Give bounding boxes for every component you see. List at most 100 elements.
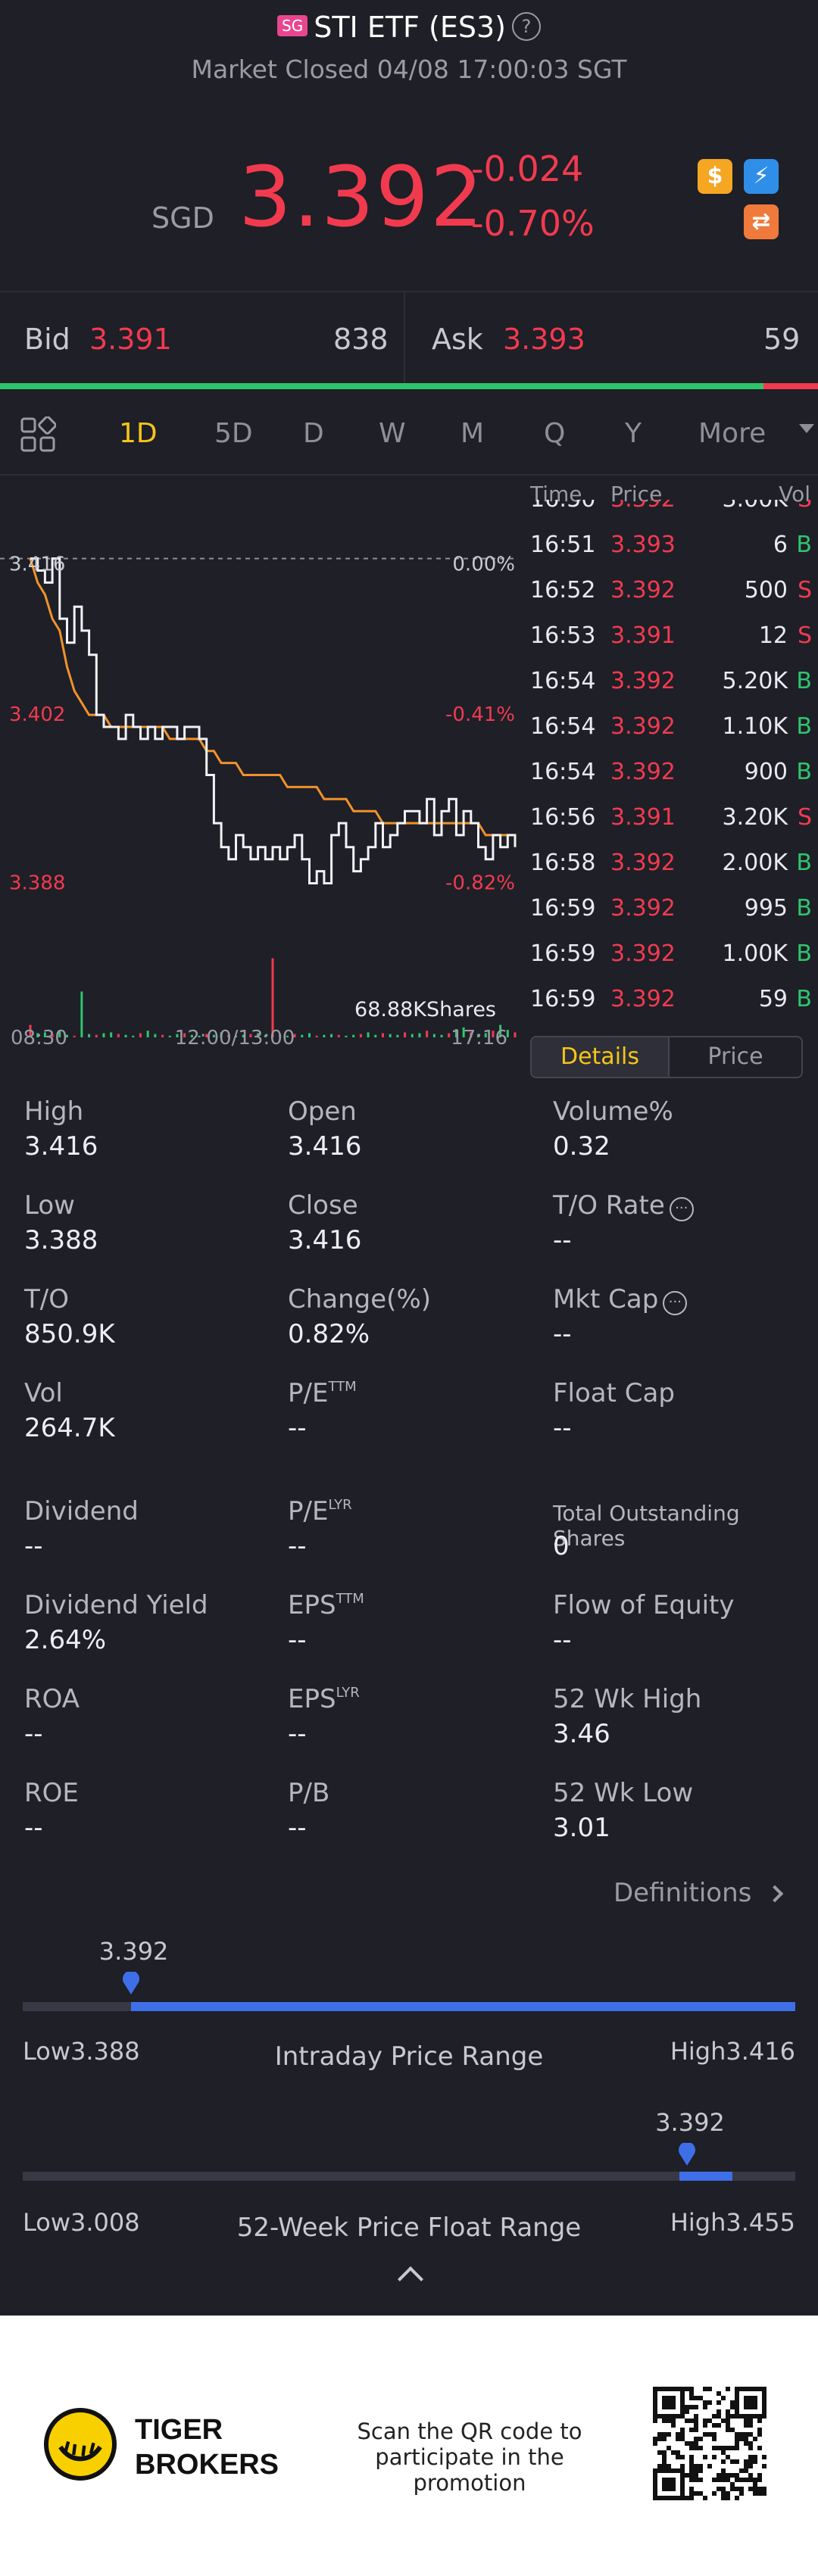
- volume-bar: [88, 1034, 91, 1037]
- eps-ttm-sup: TTM: [336, 1591, 364, 1607]
- volume-bar: [58, 1031, 61, 1037]
- tick-side: B: [796, 850, 812, 876]
- flow-of-equity-label: Flow of Equity: [553, 1590, 735, 1620]
- tab-more[interactable]: More: [698, 418, 766, 449]
- volume-bar: [432, 1034, 436, 1037]
- swap-icon[interactable]: ⇄: [744, 204, 779, 239]
- divider: [404, 292, 405, 383]
- dividend-label: Dividend: [24, 1496, 139, 1527]
- tick-row: 16:59 3.392 1.00K B: [523, 931, 818, 977]
- help-icon[interactable]: ?: [511, 12, 541, 41]
- tab-1d[interactable]: 1D: [119, 418, 158, 449]
- y-axis-percent-label: -0.82%: [445, 872, 515, 894]
- volume-bar: [271, 958, 274, 1037]
- 52wk-range-fill: [679, 2172, 733, 2181]
- volume-bar: [242, 1034, 245, 1037]
- turnover-value: 850.9K: [24, 1319, 115, 1349]
- promo-footer: TIGER BROKERS Scan the QR code to partic…: [0, 2316, 818, 2576]
- volume-bar: [139, 1033, 142, 1037]
- market-status: Market Closed 04/08 17:00:03 SGT: [191, 55, 627, 84]
- tab-w[interactable]: W: [379, 418, 406, 449]
- tick-time: 16:59: [530, 895, 596, 922]
- dividend-yield-label: Dividend Yield: [24, 1590, 208, 1620]
- low-value: 3.388: [24, 1225, 98, 1255]
- mkt-cap-value: --: [553, 1319, 572, 1349]
- chevron-up-icon[interactable]: [398, 2266, 423, 2292]
- tab-q[interactable]: Q: [544, 418, 566, 449]
- more-info-icon[interactable]: ···: [669, 1197, 694, 1221]
- close-label: Close: [288, 1190, 358, 1221]
- bid-price: 3.391: [89, 323, 172, 356]
- 52wk-low-value: 3.01: [553, 1813, 610, 1843]
- tick-price: 3.392: [610, 577, 676, 603]
- 52wk-high-value: 3.46: [553, 1719, 610, 1749]
- x-axis-label: 17:16: [451, 1027, 507, 1049]
- tick-volume: 1.00K: [722, 940, 788, 967]
- change-pct-value: 0.82%: [288, 1319, 370, 1349]
- price-change-percent: -0.70%: [471, 203, 595, 244]
- ticks-list[interactable]: 16:503.3923.00KS16:513.3936B16:523.39250…: [523, 500, 818, 1028]
- volume-bar: [323, 1034, 326, 1037]
- open-value: 3.416: [288, 1131, 362, 1162]
- flash-icon[interactable]: ⚡: [744, 159, 779, 194]
- y-axis-label: 3.416: [9, 554, 65, 576]
- definitions-link[interactable]: Definitions: [614, 1878, 784, 1908]
- dollar-icon[interactable]: $: [698, 159, 732, 194]
- tick-row: 16:54 3.392 5.20K B: [523, 659, 818, 704]
- tab-m[interactable]: M: [461, 418, 485, 449]
- volume-bar: [154, 1034, 157, 1037]
- volume-bar: [440, 1034, 443, 1037]
- price-tab[interactable]: Price: [668, 1037, 801, 1077]
- 52wk-current-price: 3.392: [655, 2108, 725, 2137]
- qr-code[interactable]: [653, 2387, 766, 2500]
- time-and-sales[interactable]: Time Price Vol 16:50 3.392 3.00K S 16:51 3.39…: [523, 477, 818, 1028]
- tick-time: 16:53: [530, 622, 596, 649]
- tick-row: 16:53 3.391 12 S: [523, 613, 818, 659]
- volume-bar: [286, 1035, 289, 1037]
- tick-side: B: [796, 759, 812, 785]
- volume-bar: [315, 1035, 318, 1037]
- turnover-rate-label[interactable]: T/O Rate ···: [553, 1190, 694, 1221]
- intraday-chart[interactable]: 3.416 3.402 3.388 0.00% -0.41% -0.82% 68.88KSh…: [0, 477, 523, 1049]
- roa-label: ROA: [24, 1684, 80, 1714]
- roe-label: ROE: [24, 1778, 79, 1808]
- ticks-header: Time Price Vol: [523, 477, 818, 509]
- tick-time: 16:52: [530, 577, 596, 603]
- turnover-rate-value: --: [553, 1225, 572, 1255]
- chevron-down-icon[interactable]: [799, 424, 814, 433]
- page-title: STI ETF (ES3): [314, 11, 506, 44]
- tab-5d[interactable]: 5D: [214, 418, 253, 449]
- high-label: High: [24, 1096, 84, 1127]
- tiger-logo: [44, 2408, 117, 2481]
- more-info-icon[interactable]: ···: [663, 1291, 688, 1315]
- bid-ask-ratio-bar: [0, 383, 818, 389]
- tick-row: 16:54 3.392 1.10K B: [523, 704, 818, 750]
- tick-price: 3.392: [610, 940, 676, 967]
- pe-lyr-sup: LYR: [328, 1497, 352, 1513]
- tick-side: B: [796, 532, 812, 558]
- volume-bar: [506, 1030, 509, 1037]
- tick-time: 16:59: [530, 986, 596, 1012]
- volume-bar: [411, 1034, 414, 1037]
- tick-volume: 500: [744, 577, 788, 603]
- mkt-cap-label[interactable]: Mkt Cap ···: [553, 1284, 688, 1315]
- average-price-line: [29, 558, 515, 837]
- tick-price: 3.392: [610, 986, 676, 1012]
- tick-volume: 59: [758, 986, 788, 1012]
- intraday-high: High3.416: [670, 2037, 795, 2066]
- details-tab[interactable]: Details: [532, 1037, 668, 1077]
- tab-d[interactable]: D: [303, 418, 324, 449]
- tick-volume: 5.20K: [722, 668, 788, 694]
- volume-bar: [454, 1029, 457, 1037]
- volume-pct-label: Volume%: [553, 1096, 673, 1127]
- promo-line2: participate in the promotion: [375, 2444, 564, 2496]
- pe-ttm-label: P/ETTM: [288, 1378, 357, 1408]
- layout-grid-icon[interactable]: [20, 416, 56, 453]
- title-row[interactable]: SG STI ETF (ES3)?: [0, 11, 818, 44]
- tab-y[interactable]: Y: [625, 418, 642, 449]
- volume-bar: [308, 1033, 311, 1037]
- bid-ask-panel: Bid 3.391 838 Ask 3.393 59: [0, 291, 818, 383]
- tick-row: 16:59 3.392 59 B: [523, 977, 818, 1022]
- volume-bar: [279, 1034, 282, 1037]
- tick-time: 16:54: [530, 713, 596, 740]
